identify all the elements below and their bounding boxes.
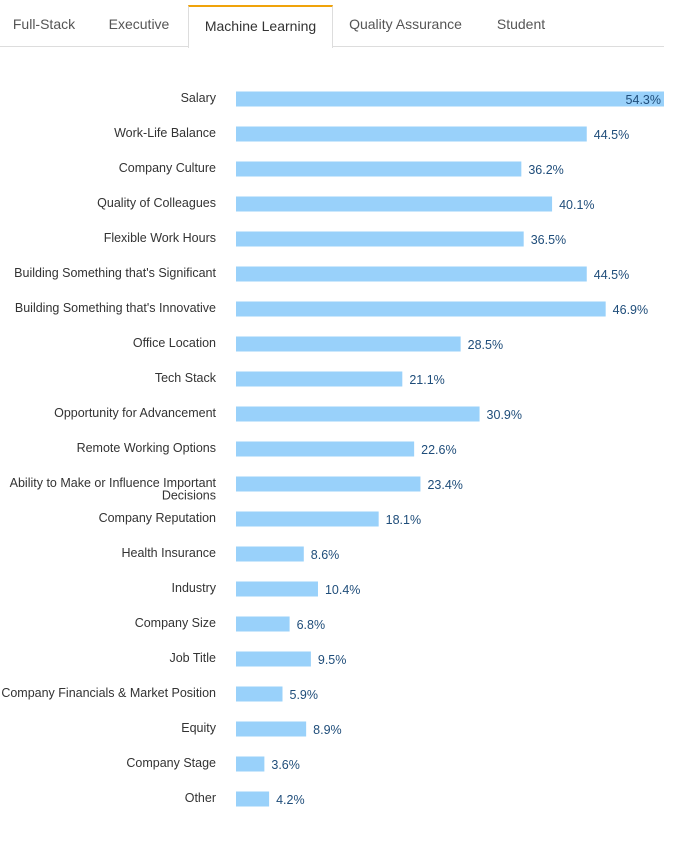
value-label: 3.6% [271,758,300,772]
category-label: Ability to Make or Influence Important De… [10,476,217,503]
value-label: 22.6% [421,443,456,457]
bar [236,651,311,667]
value-label: 30.9% [487,408,522,422]
bar [236,511,379,527]
bar [236,406,480,422]
category-label: Work-Life Balance [114,126,216,140]
bar [236,231,524,247]
bar [236,266,587,282]
category-label: Company Stage [126,756,216,770]
tab-quality-assurance[interactable]: Quality Assurance [349,16,462,32]
bar [236,91,664,107]
bar [236,581,318,597]
category-label: Company Reputation [99,511,216,525]
value-label: 36.2% [528,163,563,177]
category-label: Remote Working Options [77,441,216,455]
category-label: Flexible Work Hours [104,231,216,245]
tab-full-stack[interactable]: Full-Stack [12,16,76,32]
bar [236,301,606,317]
tab-machine-learning[interactable]: Machine Learning [188,5,333,48]
category-label: Other [185,791,216,805]
bar [236,126,587,142]
value-label: 6.8% [297,618,326,632]
bar [236,476,421,492]
bar [236,546,304,562]
tab-bar: Full-Stack Executive Machine Learning Qu… [0,0,664,48]
tab-student[interactable]: Student [496,16,546,32]
bar [236,616,290,632]
category-label: Equity [181,721,216,735]
value-label: 9.5% [318,653,347,667]
category-label: Company Culture [119,161,216,175]
value-label: 28.5% [468,338,503,352]
category-label: Opportunity for Advancement [54,406,216,420]
bar [236,196,553,212]
value-label: 40.1% [559,198,594,212]
value-label: 18.1% [386,513,421,527]
tab-executive[interactable]: Executive [108,16,170,32]
value-label: 21.1% [409,373,444,387]
value-label: 8.9% [313,723,342,737]
bar [236,371,403,387]
bar [236,791,270,807]
category-label: Health Insurance [121,546,216,560]
value-label: 44.5% [594,128,629,142]
value-label: 5.9% [290,688,319,702]
category-label: Office Location [133,336,216,350]
value-label: 54.3% [626,93,661,107]
category-label: Company Financials & Market Position [1,686,216,700]
value-label: 46.9% [613,303,648,317]
bar [236,756,265,772]
category-label: Industry [172,581,217,595]
category-label: Job Title [169,651,216,665]
value-label: 23.4% [427,478,462,492]
category-label: Company Size [135,616,216,630]
value-label: 36.5% [531,233,566,247]
value-label: 10.4% [325,583,360,597]
category-label: Quality of Colleagues [97,196,216,210]
value-label: 44.5% [594,268,629,282]
bar [236,441,415,457]
bar [236,686,283,702]
value-label: 8.6% [311,548,340,562]
category-label: Tech Stack [155,371,217,385]
category-label: Building Something that's Innovative [15,301,216,315]
category-label: Salary [181,91,217,105]
category-label: Building Something that's Significant [14,266,216,280]
bar [236,721,307,737]
bar [236,161,522,177]
bar [236,336,461,352]
value-label: 4.2% [276,793,305,807]
